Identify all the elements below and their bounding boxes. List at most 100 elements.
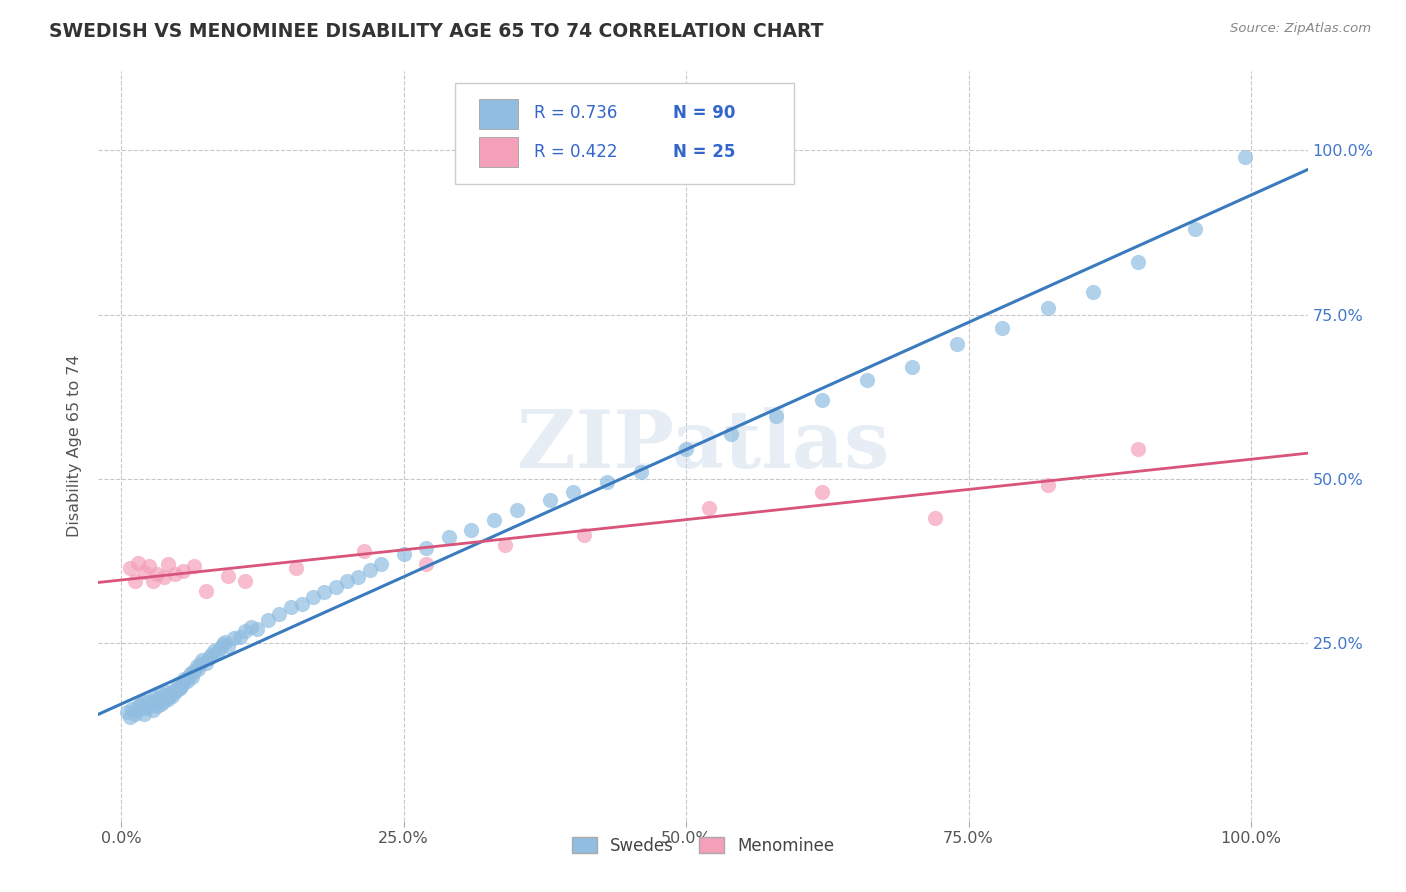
Point <box>205 646 228 660</box>
Point <box>146 567 169 582</box>
Point <box>991 320 1014 334</box>
Point <box>127 698 149 713</box>
Point <box>217 569 239 583</box>
Point <box>353 544 375 558</box>
Point <box>675 442 697 457</box>
Bar <box>479 136 517 167</box>
Point <box>169 681 191 695</box>
Point <box>149 688 172 702</box>
Point <box>143 690 166 704</box>
Point <box>149 697 172 711</box>
Point <box>160 689 183 703</box>
Point <box>159 688 181 702</box>
Point <box>138 558 160 573</box>
Point <box>562 485 585 500</box>
Point <box>257 613 280 627</box>
Point <box>810 392 832 407</box>
Point <box>166 682 188 697</box>
Point <box>183 558 205 573</box>
Point <box>157 558 180 572</box>
Point <box>347 570 370 584</box>
Point <box>124 574 146 588</box>
Point <box>180 665 202 680</box>
Point <box>165 685 187 699</box>
Point <box>1126 255 1149 269</box>
Point <box>359 563 381 577</box>
Point <box>162 683 184 698</box>
Point <box>166 677 188 691</box>
Point <box>214 635 236 649</box>
Point <box>191 652 214 666</box>
Point <box>187 663 209 677</box>
Point <box>211 638 233 652</box>
Point <box>172 564 194 578</box>
Point <box>146 698 169 713</box>
Point <box>697 501 720 516</box>
Point <box>194 583 217 598</box>
FancyBboxPatch shape <box>456 83 793 184</box>
Point <box>240 620 263 634</box>
Point <box>155 685 177 699</box>
Point <box>121 702 143 716</box>
Point <box>415 558 437 572</box>
Point <box>765 409 787 424</box>
Point <box>157 692 180 706</box>
Bar <box>479 99 517 129</box>
Point <box>173 673 195 687</box>
Text: Source: ZipAtlas.com: Source: ZipAtlas.com <box>1230 22 1371 36</box>
Point <box>233 574 256 588</box>
Point <box>302 590 325 604</box>
Point <box>415 541 437 555</box>
Point <box>198 650 221 665</box>
Point <box>186 659 208 673</box>
Point <box>148 692 170 706</box>
Point <box>269 607 291 621</box>
Point <box>115 705 138 719</box>
Point <box>165 567 187 582</box>
Point <box>314 585 336 599</box>
Point <box>142 703 165 717</box>
Point <box>170 679 193 693</box>
Point <box>538 492 561 507</box>
Point <box>209 641 232 656</box>
Point <box>135 700 157 714</box>
Point <box>505 503 527 517</box>
Point <box>131 697 153 711</box>
Text: N = 25: N = 25 <box>672 143 735 161</box>
Point <box>1036 301 1059 315</box>
Point <box>720 427 742 442</box>
Point <box>132 706 155 721</box>
Point <box>596 475 619 490</box>
Point <box>138 694 160 708</box>
Point <box>188 657 211 672</box>
Point <box>946 337 969 351</box>
Point <box>153 694 176 708</box>
Point <box>574 527 596 541</box>
Point <box>155 690 177 704</box>
Point <box>200 648 222 662</box>
Point <box>810 485 832 500</box>
Point <box>172 675 194 690</box>
Point <box>1234 150 1257 164</box>
Point <box>132 695 155 709</box>
Point <box>222 631 245 645</box>
Point <box>127 556 149 570</box>
Point <box>1081 285 1104 299</box>
Point <box>177 669 200 683</box>
Point <box>901 360 924 375</box>
Point <box>285 560 308 574</box>
Legend: Swedes, Menominee: Swedes, Menominee <box>561 827 845 864</box>
Point <box>460 523 482 537</box>
Point <box>142 574 165 588</box>
Point <box>127 703 149 717</box>
Point <box>176 674 198 689</box>
Point <box>246 622 269 636</box>
Text: SWEDISH VS MENOMINEE DISABILITY AGE 65 TO 74 CORRELATION CHART: SWEDISH VS MENOMINEE DISABILITY AGE 65 T… <box>49 22 824 41</box>
Point <box>494 538 516 552</box>
Point <box>143 695 166 709</box>
Text: ZIPatlas: ZIPatlas <box>517 407 889 485</box>
Point <box>370 558 392 572</box>
Point <box>1036 478 1059 492</box>
Point <box>437 530 460 544</box>
Text: N = 90: N = 90 <box>672 103 735 121</box>
